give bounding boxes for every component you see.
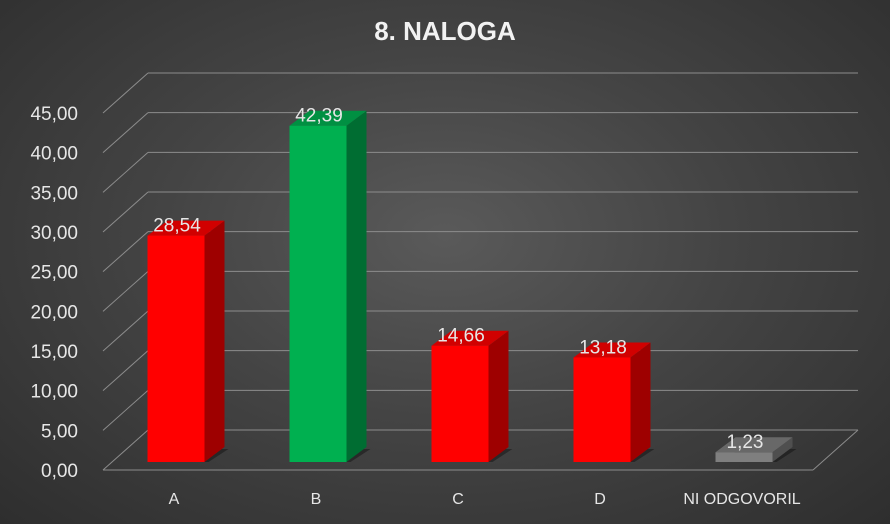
- data-label: 13,18: [579, 337, 627, 358]
- bar-top: [715, 437, 793, 453]
- bar-top: [431, 330, 509, 346]
- bar-front: [431, 345, 489, 462]
- bar-top: [573, 342, 651, 358]
- x-tick-label: NI ODGOVORIL: [683, 491, 800, 508]
- data-label: 14,66: [437, 326, 485, 347]
- bar-side: [346, 110, 367, 463]
- y-tick-label: 10,00: [30, 382, 78, 403]
- bar-front: [715, 452, 773, 462]
- bar-top: [289, 110, 367, 126]
- bar: [715, 437, 797, 462]
- gridline-diagonal: [102, 112, 149, 154]
- y-tick-label: 20,00: [30, 302, 78, 323]
- y-axis-ticks: 0,00 5,00 10,00 15,00 20,00 25,00 30,00 35,00 40…: [30, 104, 78, 482]
- y-tick-label: 0,00: [41, 461, 78, 482]
- floor-side-edge: [812, 429, 859, 471]
- y-tick-label: 5,00: [41, 421, 78, 442]
- data-label: 42,39: [295, 106, 343, 127]
- x-tick-label: A: [169, 491, 180, 508]
- y-tick-label: 45,00: [30, 104, 78, 125]
- bar-side: [630, 342, 651, 462]
- y-tick-label: 30,00: [30, 223, 78, 244]
- gridline-diagonal: [102, 72, 149, 114]
- x-tick-label: C: [452, 491, 464, 508]
- bar-side: [772, 437, 793, 462]
- gridline-diagonal: [102, 191, 149, 233]
- gridline-diagonal: [102, 270, 149, 312]
- bar: [147, 220, 229, 462]
- x-tick-label: D: [594, 491, 606, 508]
- gridline-diagonal: [102, 350, 149, 392]
- gridline-diagonal: [102, 310, 149, 352]
- bar: [573, 342, 655, 462]
- gridline-diagonal: [102, 389, 149, 431]
- y-tick-label: 35,00: [30, 183, 78, 204]
- x-tick-label: B: [311, 491, 322, 508]
- bar: [431, 330, 513, 462]
- data-labels: 28,54 42,39 14,66 13,18 1,23: [153, 106, 763, 454]
- gridline-diagonal: [102, 151, 149, 193]
- y-tick-label: 25,00: [30, 263, 78, 284]
- data-label: 1,23: [727, 432, 764, 453]
- x-axis-ticks: A B C D NI ODGOVORIL: [169, 491, 801, 508]
- bars: [147, 110, 797, 463]
- gridline-diagonal: [102, 231, 149, 273]
- chart-title: 8. NALOGA: [374, 16, 516, 46]
- bar-top: [147, 220, 225, 236]
- bar-front: [573, 357, 631, 462]
- y-tick-label: 15,00: [30, 342, 78, 363]
- bar-front: [289, 125, 347, 463]
- bar-side: [204, 220, 225, 462]
- data-label: 28,54: [153, 216, 201, 237]
- gridline-diagonal: [102, 429, 149, 471]
- bar: [289, 110, 371, 463]
- y-tick-label: 40,00: [30, 144, 78, 165]
- bar-side: [488, 330, 509, 462]
- bar-front: [147, 235, 205, 462]
